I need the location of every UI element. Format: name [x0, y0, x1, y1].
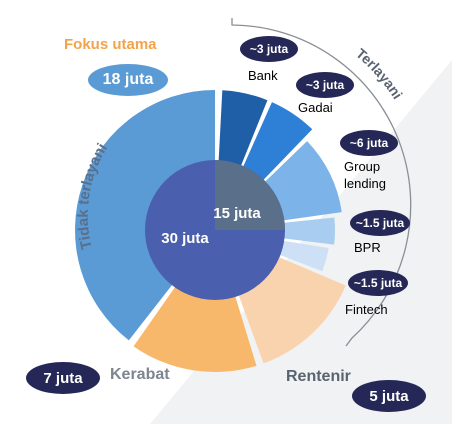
- page-title: Fokus utama: [64, 36, 157, 53]
- unserved-total-badge: 18 juta: [88, 64, 168, 96]
- group-lending-value-badge: ~6 juta: [340, 130, 398, 156]
- group-lending-label: Group lending: [344, 159, 386, 191]
- fintech-segment: [271, 239, 329, 272]
- fintech-value-badge: ~1.5 juta: [348, 270, 408, 296]
- rentenir-label: Rentenir: [286, 368, 351, 385]
- bank-label: Bank: [248, 68, 278, 83]
- kerabat-segment: [133, 279, 257, 373]
- bpr-value-badge: ~1.5 juta: [350, 210, 410, 236]
- fintech-label: Fintech: [345, 302, 388, 317]
- gadai-label: Gadai: [298, 100, 333, 115]
- bank-value-badge: ~3 juta: [240, 36, 298, 62]
- bpr-label: BPR: [354, 240, 381, 255]
- core-served-quadrant: [215, 160, 285, 230]
- bpr-segment: [274, 217, 335, 245]
- served-total-label: 15 juta: [213, 205, 261, 222]
- group-lending-segment: [258, 141, 342, 222]
- unserved-segment: [74, 89, 215, 341]
- kerabat-label: Kerabat: [110, 366, 170, 383]
- gadai-segment: [239, 102, 313, 187]
- unserved-total-label: 30 juta: [161, 230, 209, 247]
- rentenir-segment: [235, 253, 346, 364]
- kerabat-value-badge: 7 juta: [26, 362, 100, 394]
- served-arc-label: Terlayani: [353, 45, 406, 102]
- rentenir-value-badge: 5 juta: [352, 380, 426, 412]
- gadai-value-badge: ~3 juta: [296, 72, 354, 98]
- bank-segment: [218, 90, 268, 175]
